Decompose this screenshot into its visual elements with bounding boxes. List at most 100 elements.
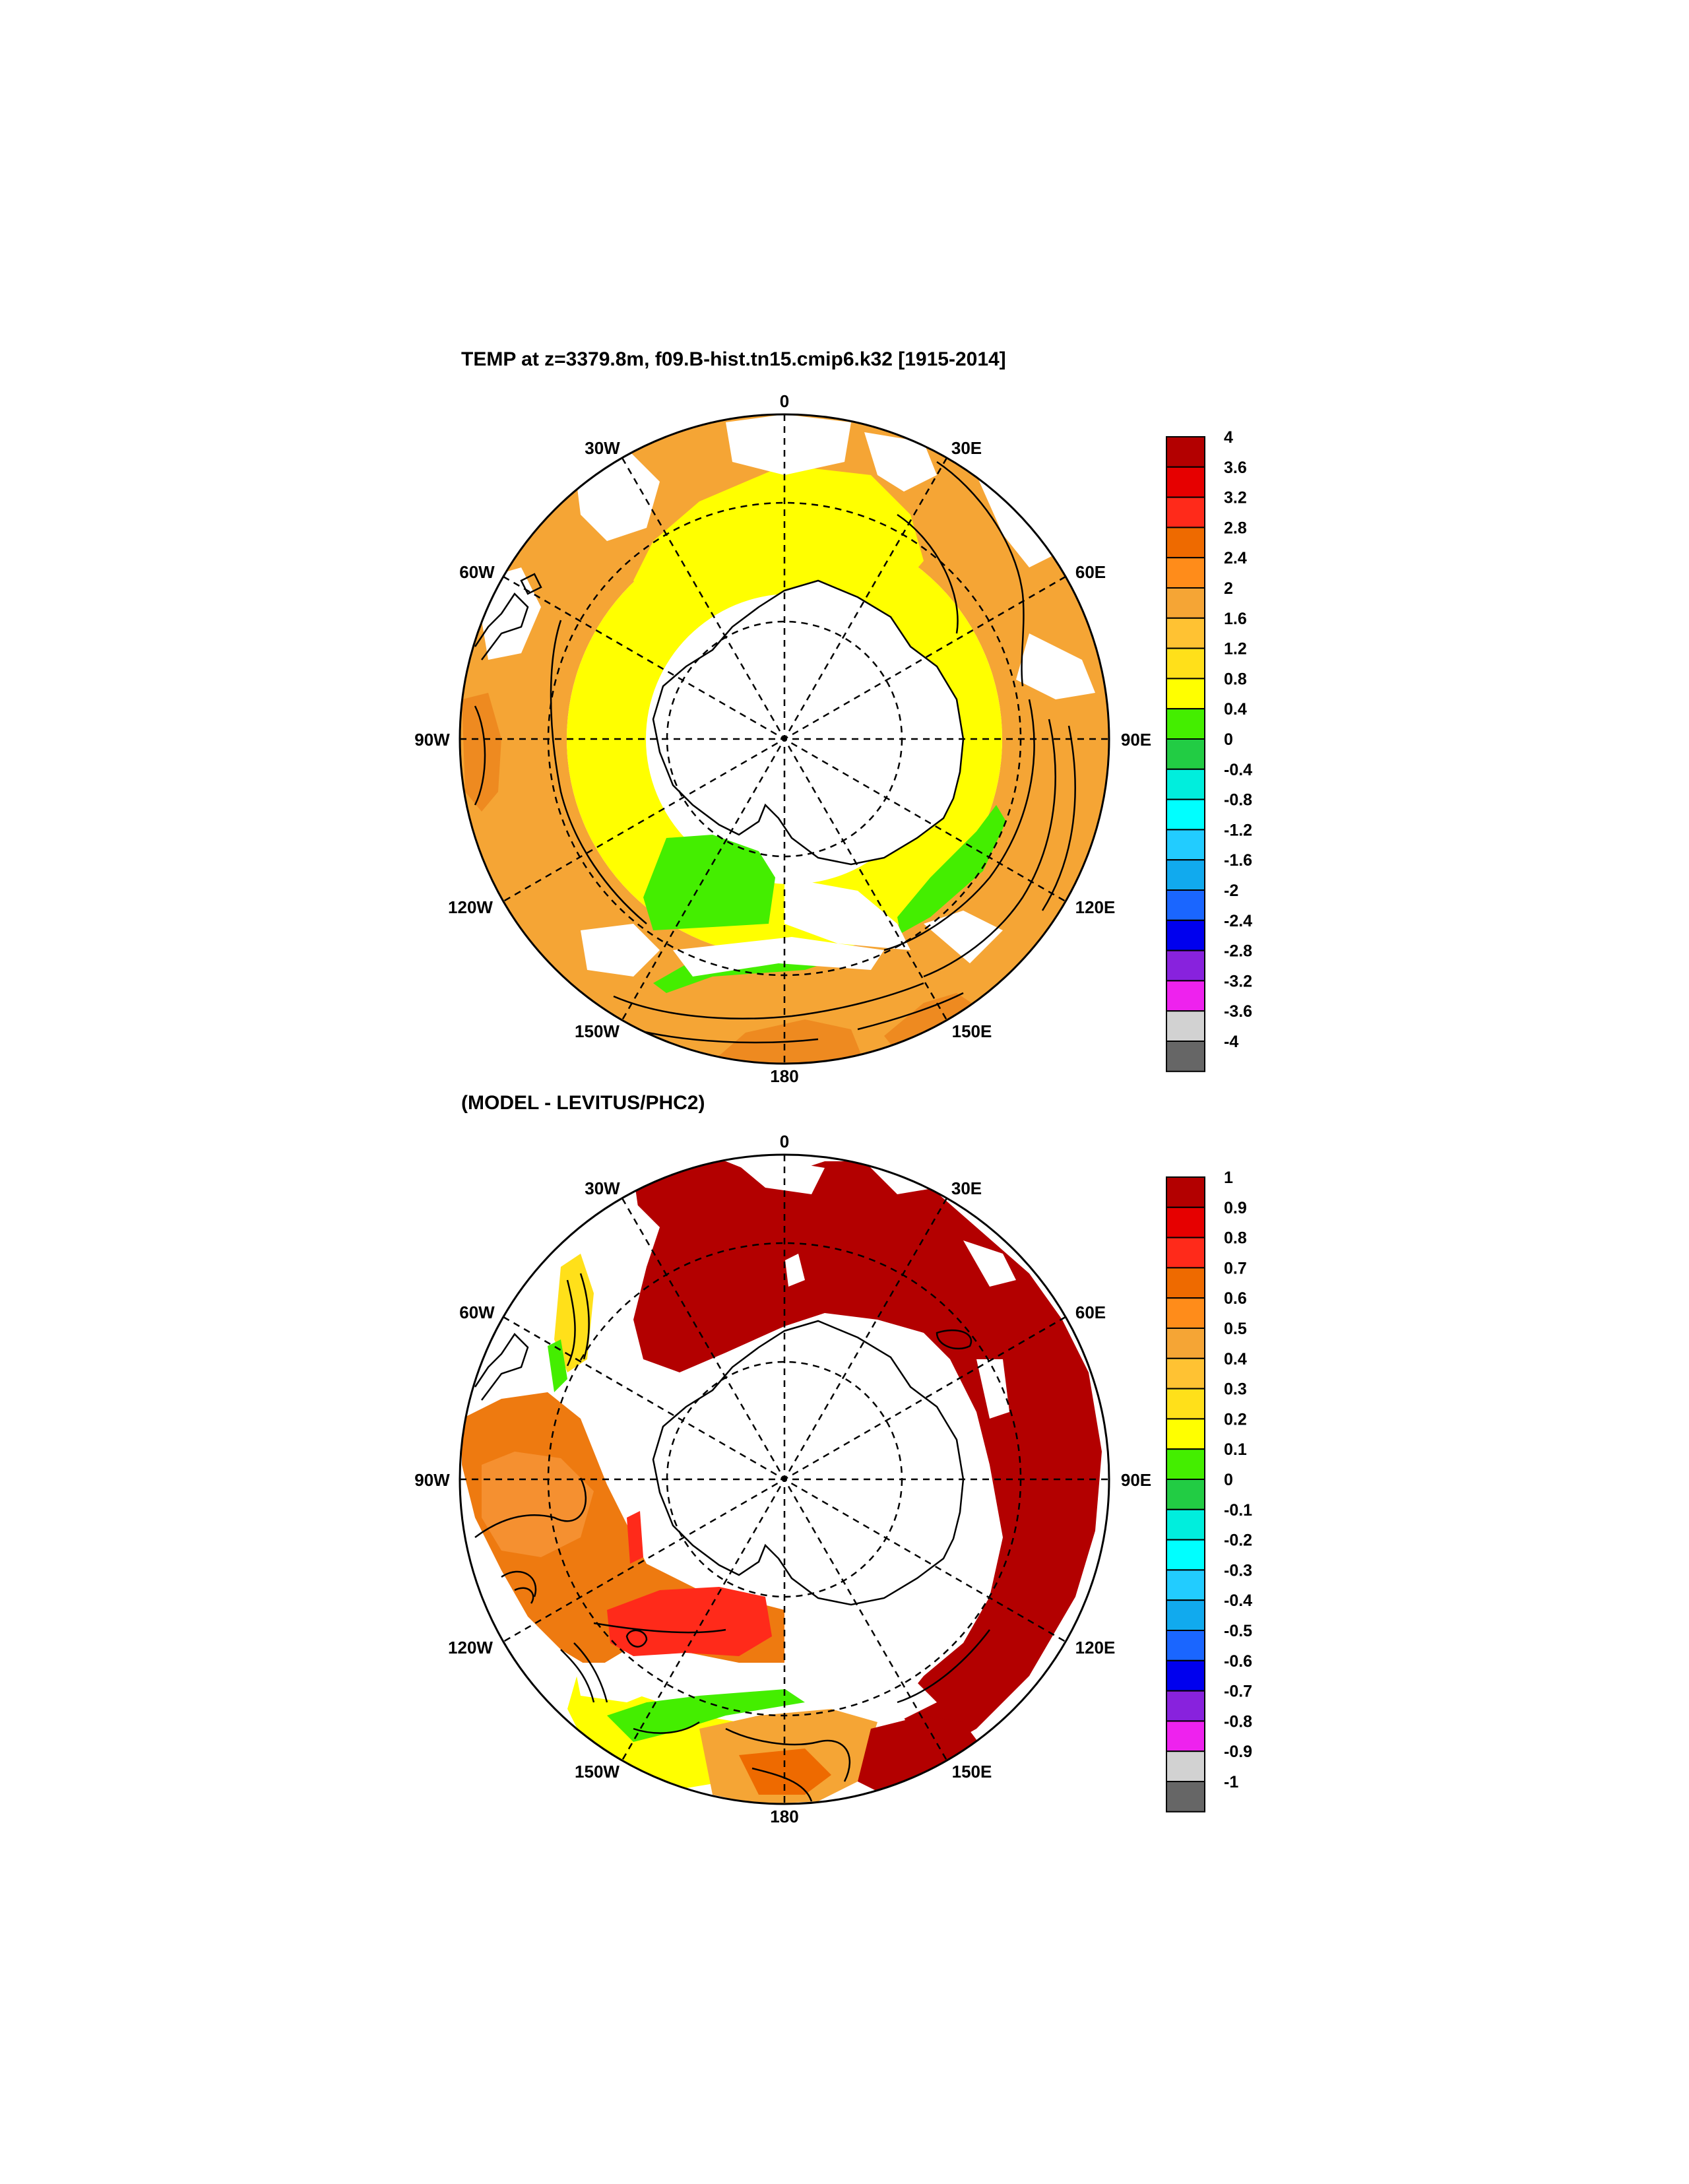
ocean-shade (482, 1452, 594, 1557)
colorbar-swatch (1166, 1781, 1205, 1813)
lon-label: 90E (1121, 1470, 1151, 1490)
colorbar-label: -2.8 (1224, 942, 1252, 961)
colorbar-label: -0.1 (1224, 1501, 1252, 1520)
colorbar-label: 4 (1224, 428, 1233, 447)
colorbar-swatch (1166, 949, 1205, 982)
colorbar-label: 0 (1224, 730, 1233, 749)
lon-label: 90W (414, 1470, 450, 1490)
colorbar-label: -3.2 (1224, 972, 1252, 990)
colorbar-label: 1 (1224, 1169, 1233, 1187)
ocean-shade (719, 1019, 864, 1064)
ocean-shade (858, 1716, 983, 1795)
colorbar-swatch (1166, 1750, 1205, 1782)
colorbar-swatch (1166, 1630, 1205, 1661)
lon-label: 150E (952, 1021, 992, 1041)
colorbar-label: -0.8 (1224, 791, 1252, 810)
colorbar-label: 0.8 (1224, 1229, 1247, 1248)
colorbar-label: -4 (1224, 1033, 1238, 1051)
colorbar-swatch (1166, 1297, 1205, 1329)
lon-label: 120W (448, 897, 493, 917)
ocean-shade (462, 693, 501, 812)
antarctica (652, 1320, 965, 1606)
colorbar-label: -2 (1224, 882, 1238, 900)
colorbar-label: 0.9 (1224, 1199, 1247, 1217)
land-mask (475, 414, 1095, 977)
colorbar-swatch (1166, 1206, 1205, 1238)
lon-label: 30E (951, 1178, 982, 1198)
colorbar-label: -0.9 (1224, 1743, 1252, 1761)
colorbar-label: 0.1 (1224, 1440, 1247, 1459)
colorbar-label: -0.4 (1224, 761, 1252, 779)
colorbar-swatch (1166, 466, 1205, 498)
colorbar-swatch (1166, 829, 1205, 861)
colorbar-label: -0.5 (1224, 1622, 1252, 1640)
colorbar-swatch (1166, 1418, 1205, 1450)
lon-label: 120E (1075, 1638, 1116, 1657)
colorbar-label: 2.4 (1224, 549, 1247, 567)
ocean-shade (643, 835, 775, 930)
lon-label: 150W (575, 1762, 620, 1782)
colorbar-label: 0.4 (1224, 700, 1247, 719)
temp-map: 0 30E 60E 90E 120E 150E 180 150W 120W 90… (414, 391, 1252, 1086)
colorbar-label: 3.2 (1224, 489, 1247, 507)
colorbar-label: -0.4 (1224, 1591, 1252, 1610)
colorbar-swatch (1166, 1267, 1205, 1299)
colorbar-swatch (1166, 1659, 1205, 1692)
colorbar-label: -1 (1224, 1773, 1238, 1791)
antarctica (652, 579, 965, 866)
colorbar-label: -0.6 (1224, 1652, 1252, 1671)
lon-label: 60E (1075, 562, 1106, 582)
lon-label: 60E (1075, 1302, 1106, 1322)
colorbar-label: 1.6 (1224, 610, 1247, 628)
colorbar-swatch (1166, 980, 1205, 1012)
map-border (459, 1153, 1110, 1805)
lon-label: 30W (585, 438, 620, 458)
ocean-shade (548, 1339, 567, 1392)
colorbar-swatch (1166, 678, 1205, 710)
colorbar-label: 0.3 (1224, 1380, 1247, 1399)
colorbar-swatch (1166, 1328, 1205, 1359)
colorbar-label: 0.5 (1224, 1320, 1247, 1338)
ocean-shade (607, 1689, 805, 1742)
colorbar-swatch (1166, 587, 1205, 619)
colorbar-label: -1.2 (1224, 821, 1252, 839)
colorbar-swatch (1166, 647, 1205, 680)
map-title: (MODEL - LEVITUS/PHC2) (461, 1092, 705, 1114)
colorbar-swatch (1166, 1388, 1205, 1420)
colorbar-label: -0.7 (1224, 1683, 1252, 1701)
ocean-shade (633, 465, 924, 620)
colorbar-swatch (1166, 889, 1205, 921)
colorbar-swatch (1166, 919, 1205, 951)
lon-label: 180 (770, 1807, 798, 1826)
contour-lines (474, 461, 1076, 1044)
graticule (460, 414, 1109, 1064)
colorbar-swatch (1166, 436, 1205, 468)
colorbar-swatch (1166, 617, 1205, 649)
colorbar-label: -0.8 (1224, 1712, 1252, 1731)
lon-label: 150W (575, 1021, 620, 1041)
difference-map: 0 30E 60E 90E 120E 150E 180 150W 120W 90… (414, 1132, 1252, 1826)
colorbar-swatch (1166, 1041, 1205, 1072)
colorbar-swatch (1166, 527, 1205, 559)
colorbar-swatch (1166, 859, 1205, 891)
colorbar-label: 0 (1224, 1471, 1233, 1489)
colorbar-swatch (1166, 557, 1205, 589)
colorbar-swatch (1166, 1690, 1205, 1722)
map-title: TEMP at z=3379.8m, f09.B-hist.tn15.cmip6… (461, 348, 1006, 370)
colorbar-label: -1.6 (1224, 851, 1252, 870)
ocean-shade (627, 1511, 643, 1564)
colorbar-swatch (1166, 1508, 1205, 1541)
colorbar-label: 0.8 (1224, 670, 1247, 688)
colorbar-label: 1.2 (1224, 640, 1247, 658)
lon-label: 0 (780, 391, 789, 411)
ocean-shade (633, 1161, 1102, 1755)
map-border (459, 413, 1110, 1065)
colorbar-swatch (1166, 1720, 1205, 1752)
colorbar-label: 0.2 (1224, 1410, 1247, 1429)
lon-label: 150E (952, 1762, 992, 1782)
colorbar-label: 2 (1224, 579, 1233, 598)
colorbar-swatch (1166, 1599, 1205, 1631)
colorbar-label: 0.4 (1224, 1350, 1247, 1368)
lon-label: 120E (1075, 897, 1116, 917)
colorbar: 1 0.9 0.8 0.7 0.6 0.5 0.4 0.3 0.2 0.1 0 -0.1 -0.2 -0.… (1166, 1169, 1252, 1813)
